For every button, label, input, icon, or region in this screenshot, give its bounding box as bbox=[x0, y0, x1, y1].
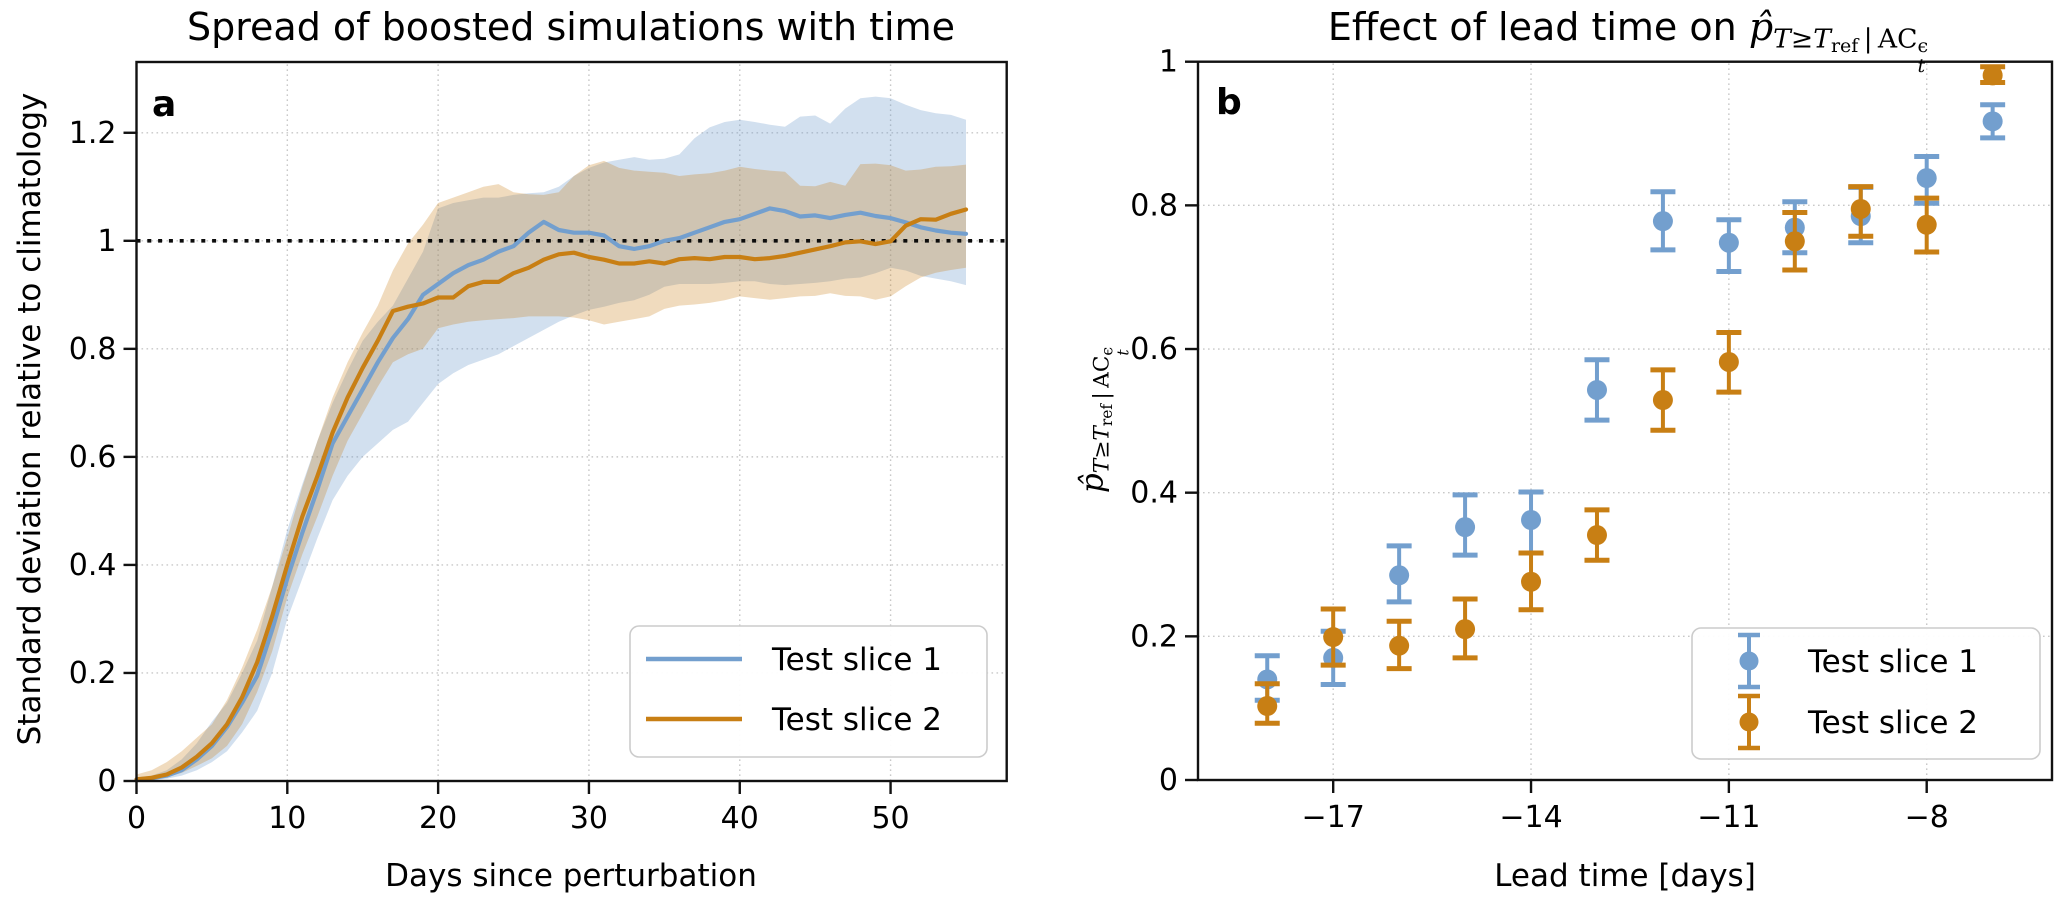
legend-entry-label: Test slice 1 bbox=[1807, 644, 1978, 680]
y-tick-label: 1.2 bbox=[69, 116, 117, 151]
math-token: ≥ bbox=[1790, 23, 1814, 55]
panel-b-xlabel: Lead time [days] bbox=[1494, 858, 1756, 894]
y-tick-label: 0.2 bbox=[69, 656, 117, 691]
legend-entry-label: Test slice 2 bbox=[771, 702, 942, 738]
panel-b-ylabel: p̂T≥Tref | AC ϵ t bbox=[1074, 346, 1133, 494]
panel-a-legend: Test slice 1 Test slice 2 bbox=[629, 625, 988, 758]
x-tick-label: −14 bbox=[1499, 800, 1562, 835]
y-tick-label: 0.6 bbox=[69, 440, 117, 475]
y-tick-label: 0 bbox=[1159, 763, 1178, 798]
data-point-marker bbox=[1784, 231, 1805, 252]
legend-entry-label: Test slice 2 bbox=[1807, 705, 1978, 741]
series-line bbox=[134, 207, 969, 782]
panel-a-plot: 0 10 20 30 40 50 0 0.2 0.4 0.6 0.8 1 1.2 Test slice 1… bbox=[69, 60, 1008, 836]
y-tick-label: 0.8 bbox=[1130, 188, 1178, 223]
x-tick-label: 10 bbox=[268, 801, 306, 836]
data-point-marker bbox=[1916, 214, 1937, 235]
data-point-marker bbox=[1521, 571, 1542, 592]
panel-b-legend: Test slice 1 Test slice 2 bbox=[1691, 627, 2041, 760]
data-point-marker bbox=[1257, 696, 1278, 717]
data-point-marker bbox=[1455, 517, 1476, 538]
axes-frame bbox=[135, 60, 1008, 783]
y-tick-label: 0 bbox=[97, 764, 116, 799]
math-token: p̂ bbox=[1074, 473, 1111, 494]
data-point-marker bbox=[1521, 509, 1542, 530]
panel-a-xlabel: Days since perturbation bbox=[385, 858, 757, 894]
math-token: ≥ bbox=[1089, 440, 1115, 459]
data-point-marker bbox=[1718, 232, 1739, 253]
uncertainty-band bbox=[136, 160, 966, 781]
data-point-marker bbox=[1586, 525, 1607, 546]
math-token: T bbox=[1089, 426, 1115, 441]
data-point-marker bbox=[1982, 65, 2003, 86]
math-token: T bbox=[1089, 458, 1115, 474]
math-token: T bbox=[1813, 23, 1831, 55]
legend-box bbox=[1691, 627, 2041, 760]
axes-frame bbox=[1196, 60, 2054, 782]
x-tick-label: −11 bbox=[1697, 800, 1760, 835]
x-tick-label: 50 bbox=[871, 801, 909, 836]
panel-b-title-prefix: Effect of lead time on bbox=[1327, 5, 1749, 49]
y-tick-label: 0.6 bbox=[1130, 332, 1178, 367]
data-point-marker bbox=[1455, 619, 1476, 640]
panel-b-title-math: p̂T≥Tref | AC ϵ t bbox=[1748, 5, 1928, 76]
legend-marker-sample bbox=[1739, 712, 1759, 732]
x-tick-label: 0 bbox=[127, 801, 146, 836]
math-token: | bbox=[1858, 23, 1878, 55]
x-tick-label: −17 bbox=[1302, 800, 1365, 835]
math-token: | bbox=[1089, 387, 1115, 404]
y-tick-label: 0.2 bbox=[1130, 619, 1178, 654]
math-token: ref bbox=[1830, 34, 1859, 57]
data-point-marker bbox=[1389, 565, 1410, 586]
panel-a-ylabel: Standard deviation relative to climatolo… bbox=[12, 92, 48, 746]
data-point-marker bbox=[1916, 168, 1937, 189]
series-line bbox=[134, 206, 969, 782]
y-tick-label: 1 bbox=[1159, 45, 1178, 80]
uncertainty-band bbox=[136, 96, 966, 781]
data-point-marker bbox=[1982, 111, 2003, 132]
data-point-marker bbox=[1718, 351, 1739, 372]
panel-a-title: Spread of boosted simulations with time bbox=[186, 5, 956, 49]
data-point-marker bbox=[1323, 627, 1344, 648]
y-tick-label: 0.4 bbox=[69, 548, 117, 583]
panel-b-axes: −17 −14 −11 −8 0 0.2 0.4 0.6 0.8 1 bbox=[1130, 45, 2054, 835]
data-point-marker bbox=[1389, 635, 1410, 656]
panel-b-title: Effect of lead time on p̂T≥Tref | AC ϵ t bbox=[1328, 5, 1928, 77]
x-tick-label: 20 bbox=[419, 801, 457, 836]
data-point-marker bbox=[1652, 211, 1673, 232]
math-token: AC bbox=[1089, 355, 1115, 388]
data-point-marker bbox=[1850, 198, 1871, 219]
data-point-marker bbox=[1586, 379, 1607, 400]
y-tick-label: 0.4 bbox=[1130, 476, 1178, 511]
panel-a-label: a bbox=[152, 84, 177, 125]
math-token: p̂ bbox=[1748, 5, 1774, 49]
panel-b-label: b bbox=[1216, 82, 1242, 123]
error-bar-series bbox=[1254, 102, 2006, 703]
math-token: AC bbox=[1877, 23, 1918, 55]
x-tick-label: 40 bbox=[721, 801, 759, 836]
legend-marker-sample bbox=[1739, 651, 1759, 671]
y-tick-label: 0.8 bbox=[69, 332, 117, 367]
math-token: ref bbox=[1098, 403, 1117, 427]
math-token: T bbox=[1773, 23, 1791, 55]
panel-a-axes: 0 10 20 30 40 50 0 0.2 0.4 0.6 0.8 1 1.2 bbox=[69, 60, 1008, 836]
x-tick-label: 30 bbox=[570, 801, 608, 836]
x-tick-label: −8 bbox=[1905, 800, 1949, 835]
data-point-marker bbox=[1652, 390, 1673, 411]
legend-entry-label: Test slice 1 bbox=[771, 642, 942, 678]
error-bar-series bbox=[1254, 64, 2006, 726]
y-tick-label: 1 bbox=[97, 224, 116, 259]
